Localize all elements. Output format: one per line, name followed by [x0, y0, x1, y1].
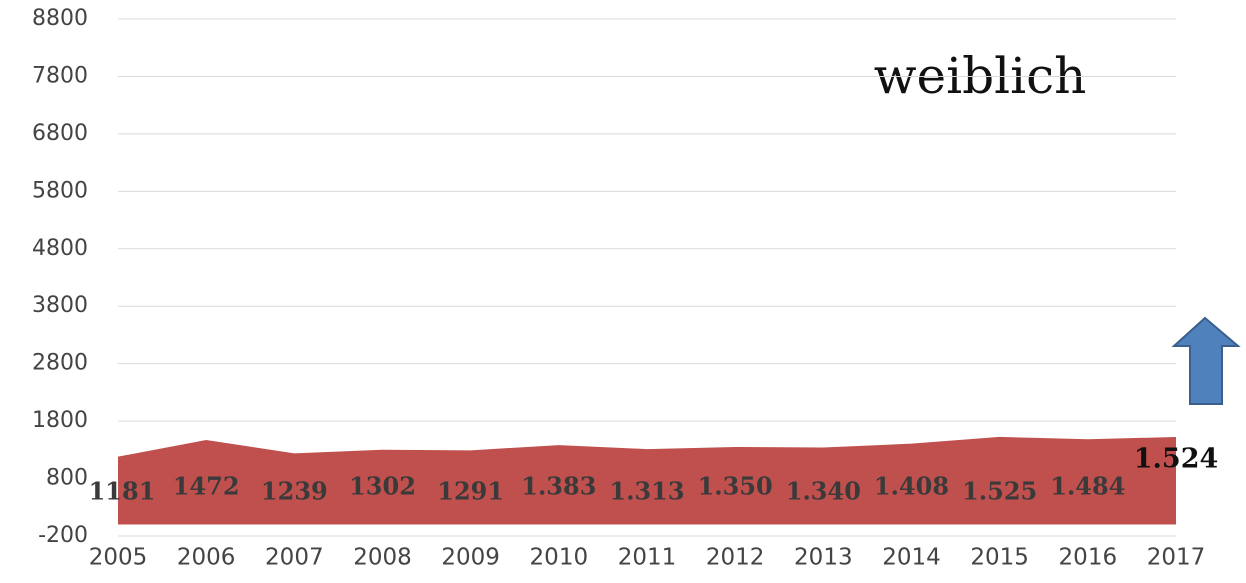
x-tick-label: 2016	[1059, 545, 1118, 571]
data-label: 1.383	[521, 472, 596, 501]
data-label: 1181	[89, 477, 156, 506]
x-tick-label: 2015	[970, 545, 1029, 571]
data-label: 1302	[349, 472, 416, 501]
y-tick-label: 4800	[32, 236, 88, 261]
data-label: 1.340	[786, 477, 861, 506]
data-label: 1.524	[1134, 444, 1219, 475]
data-label: 1472	[173, 472, 240, 501]
y-tick-label: 6800	[32, 121, 88, 146]
data-label: 1239	[261, 477, 328, 506]
y-tick-label: 7800	[32, 63, 88, 88]
up-arrow	[1171, 316, 1241, 405]
x-tick-label: 2012	[706, 545, 765, 571]
data-label: 1.408	[874, 472, 949, 501]
y-tick-label: 800	[46, 466, 88, 491]
data-label: 1.350	[698, 472, 773, 501]
y-tick-label: 2800	[32, 351, 88, 376]
x-tick-label: 2008	[353, 545, 412, 571]
data-label: 1.313	[609, 477, 684, 506]
x-tick-label: 2011	[618, 545, 677, 571]
area	[118, 436, 1176, 525]
data-label: 1291	[437, 477, 504, 506]
y-tick-label: 1800	[32, 408, 88, 433]
x-tick-label: 2007	[265, 545, 324, 571]
data-label: 1.484	[1050, 472, 1125, 501]
x-tick-label: 2005	[89, 545, 148, 571]
x-tick-label: 2013	[794, 545, 853, 571]
x-tick-label: 2014	[882, 545, 941, 571]
y-tick-label: 3800	[32, 293, 88, 318]
y-tick-label: 5800	[32, 178, 88, 203]
x-tick-label: 2010	[530, 545, 589, 571]
x-tick-label: 2006	[177, 545, 236, 571]
data-label: 1.525	[962, 477, 1037, 506]
x-tick-label: 2009	[441, 545, 500, 571]
x-tick-label: 2017	[1147, 545, 1206, 571]
y-tick-label: 8800	[32, 6, 88, 31]
y-tick-label: -200	[38, 523, 88, 548]
